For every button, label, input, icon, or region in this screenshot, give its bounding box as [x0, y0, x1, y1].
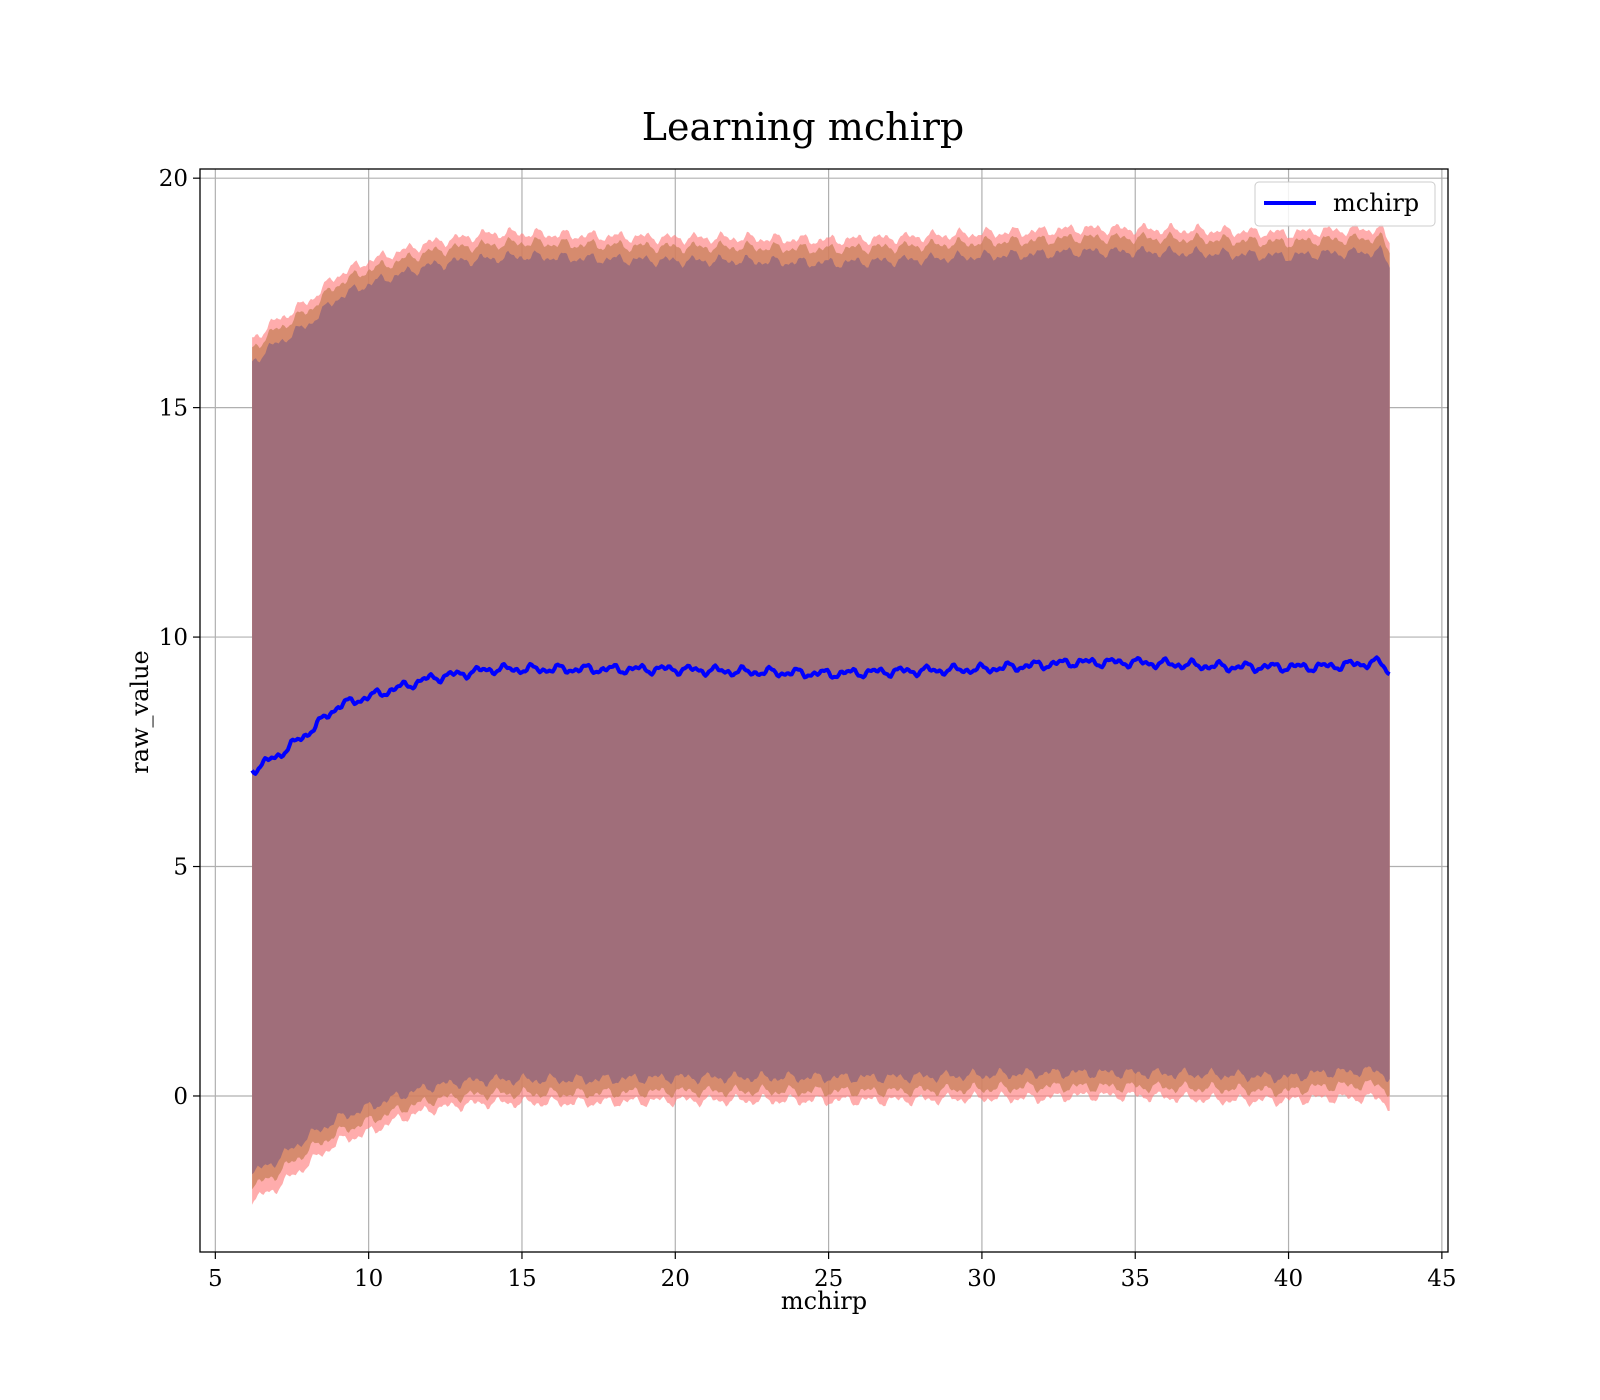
series-lines — [250, 655, 1391, 776]
x-axis-label: mchirp — [781, 1287, 867, 1315]
y-tick-label: 5 — [173, 855, 188, 881]
y-tick-label: 20 — [159, 166, 188, 192]
axis-ticks: 5 10 15 20 25 30 35 40 45 0 5 10 15 20 — [159, 166, 1457, 1292]
y-tick-label: 10 — [159, 625, 188, 651]
y-tick-label: 15 — [159, 396, 188, 422]
chart-title: Learning mchirp — [642, 105, 964, 149]
x-tick-label: 30 — [967, 1266, 996, 1292]
x-tick-label: 15 — [507, 1266, 536, 1292]
band-inner — [252, 245, 1390, 1175]
series-line-mchirp — [250, 655, 1391, 776]
legend-box — [1254, 181, 1436, 227]
legend-label-mchirp: mchirp — [1333, 189, 1419, 217]
y-tick-label: 0 — [173, 1084, 188, 1110]
legend: mchirp — [1254, 181, 1436, 227]
x-tick-label: 20 — [661, 1266, 690, 1292]
x-tick-label: 25 — [814, 1266, 843, 1292]
x-tick-label: 40 — [1274, 1266, 1303, 1292]
plot-frame — [199, 168, 1449, 1253]
x-tick-label: 45 — [1427, 1266, 1456, 1292]
y-axis-label: raw_value — [126, 650, 154, 774]
x-tick-label: 35 — [1121, 1266, 1150, 1292]
x-tick-label: 5 — [208, 1266, 223, 1292]
confidence-bands — [252, 222, 1390, 1205]
x-tick-label: 10 — [354, 1266, 383, 1292]
